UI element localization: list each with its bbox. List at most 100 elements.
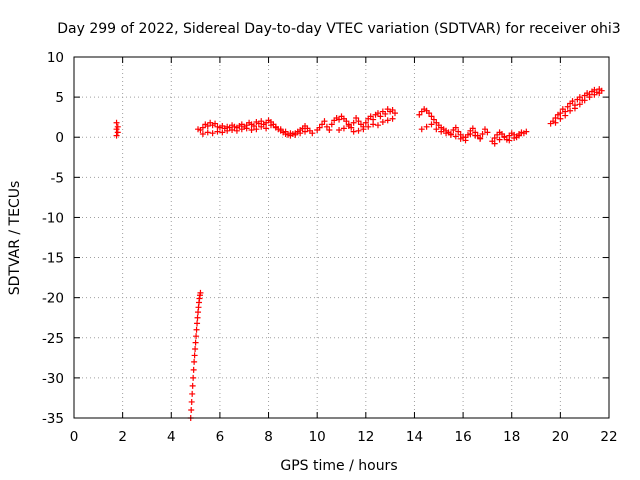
data-point bbox=[377, 113, 384, 120]
data-point bbox=[355, 127, 362, 134]
data-point bbox=[481, 126, 488, 133]
data-point bbox=[297, 130, 304, 137]
data-point bbox=[113, 119, 120, 126]
x-tick-label: 16 bbox=[454, 429, 471, 445]
data-point bbox=[467, 131, 474, 138]
data-point bbox=[443, 130, 450, 137]
data-point bbox=[392, 110, 398, 117]
data-point bbox=[389, 115, 396, 122]
data-point bbox=[567, 107, 574, 114]
data-point bbox=[113, 132, 120, 139]
data-point bbox=[384, 117, 391, 124]
data-point bbox=[194, 314, 201, 321]
data-point bbox=[326, 127, 333, 134]
data-point bbox=[323, 123, 330, 130]
data-point bbox=[193, 326, 200, 333]
data-point bbox=[416, 111, 423, 118]
y-tick-label: -10 bbox=[42, 210, 64, 226]
data-point bbox=[199, 131, 206, 138]
data-point bbox=[428, 121, 435, 128]
data-point bbox=[457, 135, 464, 142]
data-point bbox=[321, 118, 328, 125]
data-point bbox=[253, 126, 260, 133]
x-tick-label: 2 bbox=[118, 429, 127, 445]
data-point bbox=[192, 346, 199, 353]
data-point bbox=[360, 126, 367, 133]
data-point bbox=[190, 374, 197, 381]
data-point bbox=[389, 106, 396, 113]
data-point bbox=[591, 91, 598, 98]
data-point bbox=[557, 115, 564, 122]
data-point bbox=[212, 120, 219, 127]
data-point bbox=[258, 123, 265, 130]
data-point bbox=[258, 118, 265, 125]
y-tick-label: -25 bbox=[42, 331, 64, 347]
chart-grid bbox=[74, 57, 609, 418]
data-point bbox=[204, 122, 211, 129]
data-point bbox=[365, 123, 372, 130]
data-point bbox=[576, 94, 583, 101]
x-tick-label: 20 bbox=[552, 429, 569, 445]
data-point bbox=[193, 333, 200, 340]
data-point bbox=[189, 382, 196, 389]
data-point bbox=[557, 110, 564, 117]
data-point bbox=[581, 97, 588, 104]
data-point bbox=[188, 406, 195, 413]
data-point bbox=[382, 110, 389, 117]
y-tick-label: -15 bbox=[42, 251, 64, 267]
data-point bbox=[491, 135, 498, 142]
data-point bbox=[462, 134, 469, 141]
y-tick-label: -5 bbox=[51, 170, 64, 186]
data-point bbox=[272, 124, 279, 131]
x-tick-label: 8 bbox=[264, 429, 273, 445]
y-tick-label: 10 bbox=[47, 50, 64, 66]
data-point bbox=[452, 124, 459, 131]
data-point bbox=[287, 130, 294, 137]
data-point bbox=[197, 289, 204, 296]
data-point bbox=[229, 127, 236, 134]
data-point bbox=[479, 131, 486, 138]
x-tick-label: 10 bbox=[309, 429, 326, 445]
data-point bbox=[114, 129, 121, 136]
x-tick-label: 14 bbox=[406, 429, 423, 445]
data-point bbox=[586, 94, 593, 101]
data-point bbox=[523, 128, 530, 135]
data-point bbox=[345, 122, 352, 129]
data-point bbox=[243, 125, 250, 132]
y-tick-label: -20 bbox=[42, 291, 64, 307]
data-point bbox=[362, 119, 369, 126]
data-point bbox=[430, 116, 437, 123]
y-tick-label: 5 bbox=[55, 90, 64, 106]
data-point bbox=[336, 116, 343, 123]
data-point bbox=[191, 352, 198, 359]
data-point bbox=[374, 122, 381, 129]
data-point bbox=[452, 133, 459, 140]
data-point bbox=[194, 320, 201, 327]
x-tick-label: 0 bbox=[70, 429, 79, 445]
data-point bbox=[336, 127, 343, 134]
data-point bbox=[516, 132, 523, 139]
data-point bbox=[370, 121, 377, 128]
data-point bbox=[219, 129, 226, 136]
data-point bbox=[367, 113, 374, 120]
data-point bbox=[343, 118, 350, 125]
data-point bbox=[319, 121, 326, 128]
y-axis-label: SDTVAR / TECUs bbox=[7, 181, 23, 296]
data-point bbox=[233, 127, 240, 134]
data-point bbox=[340, 125, 347, 132]
data-point bbox=[552, 119, 559, 126]
data-point bbox=[250, 122, 257, 129]
data-point bbox=[114, 123, 121, 130]
y-tick-labels: -35 -30 -25 -20 -15 -10 -5 0 5 10 bbox=[42, 50, 64, 427]
data-point bbox=[564, 103, 571, 110]
data-point bbox=[426, 110, 433, 117]
data-point bbox=[209, 130, 216, 137]
y-tick-label: -30 bbox=[42, 371, 64, 387]
data-point bbox=[484, 129, 491, 136]
data-point bbox=[328, 121, 335, 128]
data-point bbox=[309, 130, 316, 137]
data-point bbox=[571, 105, 578, 112]
data-point bbox=[238, 126, 245, 133]
data-point bbox=[350, 119, 357, 126]
